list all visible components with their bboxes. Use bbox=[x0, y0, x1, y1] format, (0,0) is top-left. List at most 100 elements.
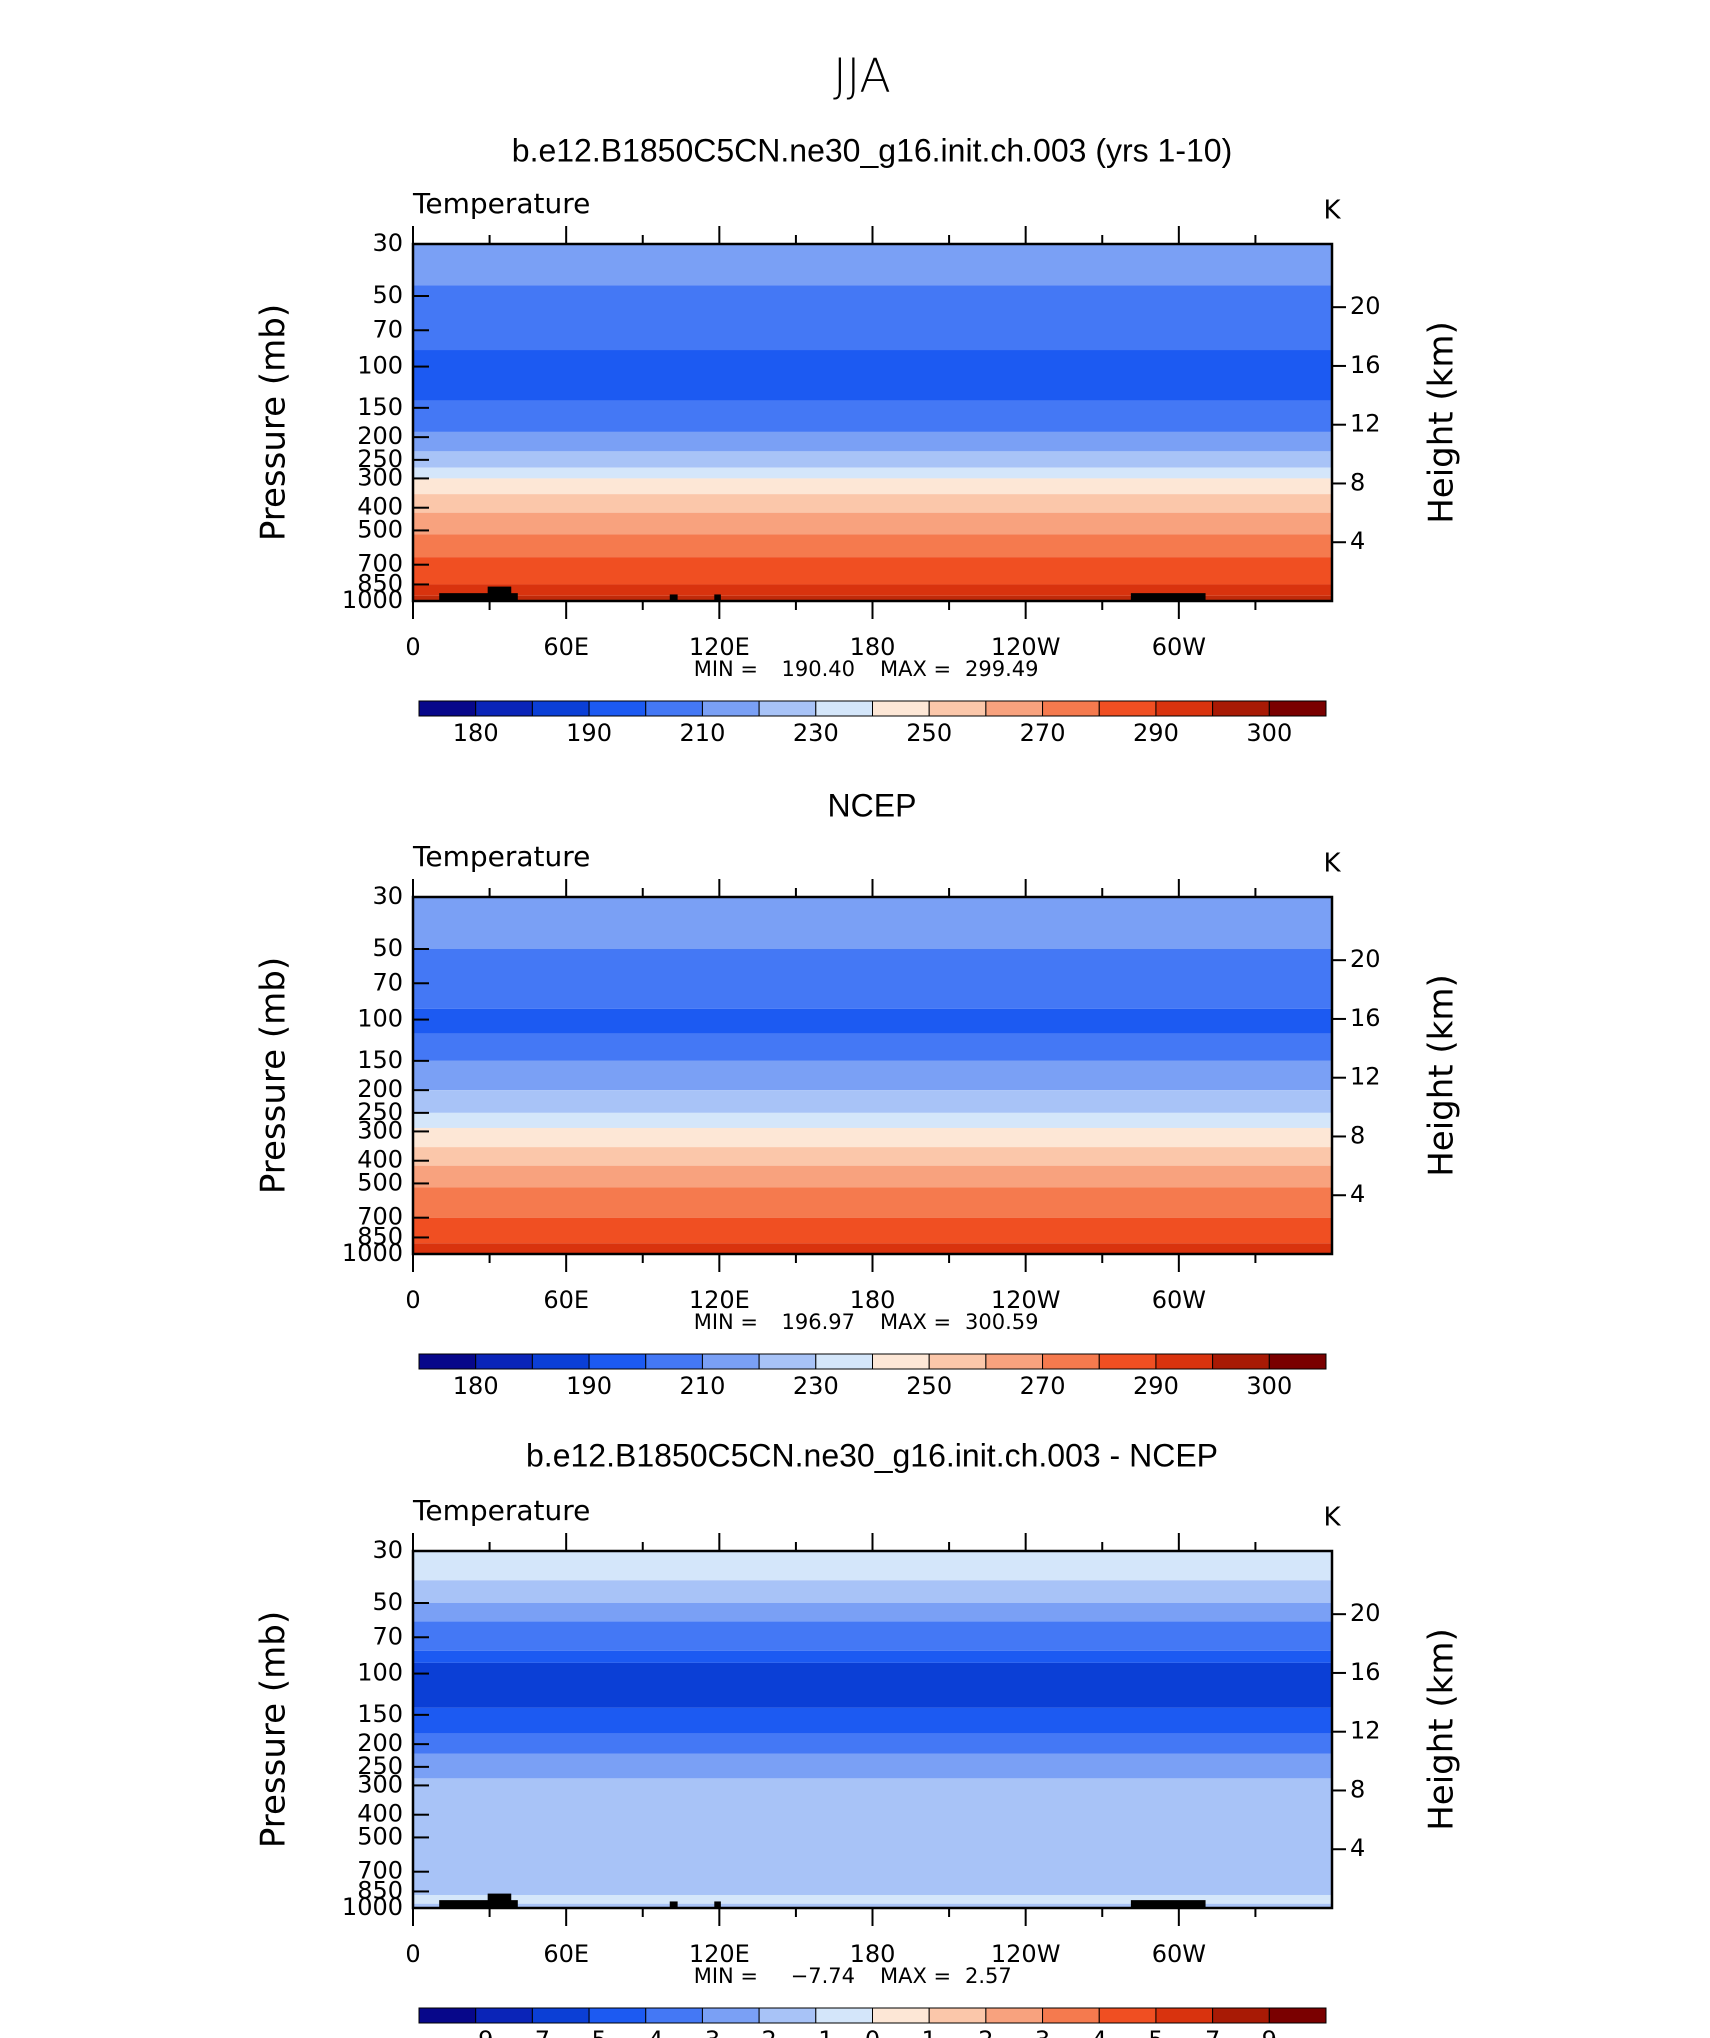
colorbar-box bbox=[475, 2007, 533, 2024]
y-tick-label: 250 bbox=[357, 445, 403, 473]
x-tick-label: 60W bbox=[1152, 1286, 1206, 1314]
colorbar-label: 1 bbox=[922, 2026, 937, 2038]
y-tick-label: 850 bbox=[357, 569, 403, 597]
colorbar-box bbox=[475, 700, 533, 717]
contour-band bbox=[413, 1778, 1332, 1908]
panel-subtitle: Temperature bbox=[412, 1494, 590, 1527]
units: K bbox=[1323, 196, 1341, 226]
colorbar-label: 270 bbox=[1020, 719, 1066, 747]
colorbar-label: −2 bbox=[741, 2026, 776, 2038]
units: K bbox=[1323, 849, 1341, 879]
y-tick-label: 700 bbox=[357, 550, 403, 578]
y-tick-label: 300 bbox=[357, 1116, 403, 1144]
colorbar-box bbox=[1268, 2007, 1327, 2024]
y-axis-label: Pressure (mb) bbox=[254, 957, 294, 1194]
x-tick-label: 120W bbox=[991, 1940, 1061, 1968]
units: K bbox=[1323, 1503, 1341, 1533]
colorbar-box bbox=[872, 1353, 930, 1370]
contour-band bbox=[413, 467, 1332, 479]
colorbar-box bbox=[645, 2007, 703, 2024]
colorbar-box bbox=[1098, 700, 1157, 717]
colorbar-label: 9 bbox=[1262, 2026, 1277, 2038]
colorbar-box bbox=[701, 1353, 760, 1370]
topography-mask bbox=[714, 594, 721, 601]
colorbar-box bbox=[645, 700, 703, 717]
colorbar-label: 290 bbox=[1133, 719, 1179, 747]
topography-mask bbox=[1130, 1900, 1206, 1908]
y-tick-label: 500 bbox=[357, 1168, 403, 1196]
contour-band bbox=[413, 1127, 1332, 1148]
y-tick-label: 850 bbox=[357, 1876, 403, 1904]
min-value: −7.74 bbox=[791, 1964, 855, 1988]
contour-band bbox=[413, 1090, 1332, 1113]
colorbar-box bbox=[1268, 700, 1327, 717]
contour-band bbox=[413, 285, 1332, 351]
x-tick-label: 120W bbox=[991, 633, 1061, 661]
colorbar-box bbox=[985, 700, 1044, 717]
colorbar-box bbox=[815, 1353, 873, 1370]
contour-band bbox=[413, 431, 1332, 452]
colorbar-label: 230 bbox=[793, 1372, 839, 1400]
y-tick-label: 250 bbox=[357, 1098, 403, 1126]
x-tick-label: 120E bbox=[689, 633, 750, 661]
colorbar-box bbox=[1212, 700, 1270, 717]
min-name: MIN = bbox=[694, 1310, 758, 1334]
x-tick-label: 0 bbox=[405, 1940, 420, 1968]
colorbar-box bbox=[1155, 1353, 1214, 1370]
colorbar-label: 300 bbox=[1246, 1372, 1292, 1400]
y-axis-label: Pressure (mb) bbox=[254, 1611, 294, 1848]
colorbar-box bbox=[645, 1353, 703, 1370]
y-tick-label: 500 bbox=[357, 515, 403, 543]
colorbar-label: 0 bbox=[865, 2026, 880, 2038]
contour-band bbox=[413, 1733, 1332, 1754]
colorbar-box bbox=[1212, 1353, 1270, 1370]
colorbar-box bbox=[701, 700, 760, 717]
colorbar-box bbox=[418, 2007, 477, 2024]
max-name: MAX = bbox=[880, 1964, 951, 1988]
colorbar-label: 180 bbox=[453, 719, 499, 747]
contour-band bbox=[413, 897, 1332, 950]
colorbar-label: 270 bbox=[1020, 1372, 1066, 1400]
topography-mask bbox=[669, 1901, 678, 1908]
x-tick-label: 60E bbox=[543, 1940, 589, 1968]
contour-band bbox=[413, 1603, 1332, 1622]
contour-band bbox=[413, 595, 1332, 601]
min-value: 196.97 bbox=[782, 1310, 855, 1334]
y-tick-label: 1000 bbox=[342, 586, 403, 614]
panel-subtitle: Temperature bbox=[412, 187, 590, 220]
x-tick-label: 120E bbox=[689, 1286, 750, 1314]
colorbar-label: 250 bbox=[906, 719, 952, 747]
colorbar-label: 3 bbox=[1035, 2026, 1050, 2038]
y-tick-label: 30 bbox=[372, 882, 403, 910]
contour-band bbox=[413, 1187, 1332, 1218]
colorbar-box bbox=[588, 2007, 647, 2024]
contour-band bbox=[413, 512, 1332, 535]
contour-band bbox=[413, 244, 1332, 286]
topography-mask bbox=[669, 594, 678, 601]
y2-tick-label: 20 bbox=[1350, 292, 1381, 320]
panel-title: NCEP bbox=[828, 787, 917, 823]
colorbar-label: −5 bbox=[571, 2026, 606, 2038]
contour-band bbox=[413, 400, 1332, 432]
contour-band bbox=[413, 1621, 1332, 1651]
contour-band bbox=[413, 1147, 1332, 1166]
y-tick-label: 300 bbox=[357, 463, 403, 491]
topography-mask bbox=[439, 593, 518, 601]
y-tick-label: 70 bbox=[372, 968, 403, 996]
y-tick-label: 100 bbox=[357, 1005, 403, 1033]
x-tick-label: 0 bbox=[405, 633, 420, 661]
x-tick-label: 120E bbox=[689, 1940, 750, 1968]
colorbar-box bbox=[872, 2007, 930, 2024]
y2-tick-label: 4 bbox=[1350, 1834, 1365, 1862]
y-tick-label: 850 bbox=[357, 1222, 403, 1250]
y-tick-label: 700 bbox=[357, 1857, 403, 1885]
y-tick-label: 400 bbox=[357, 1146, 403, 1174]
y-tick-label: 700 bbox=[357, 1203, 403, 1231]
y-tick-label: 100 bbox=[357, 1659, 403, 1687]
colorbar-label: 190 bbox=[566, 1372, 612, 1400]
panel-subtitle: Temperature bbox=[412, 840, 590, 873]
colorbar-label: 230 bbox=[793, 719, 839, 747]
topography-mask bbox=[1130, 593, 1206, 601]
y2-tick-label: 8 bbox=[1350, 1121, 1365, 1149]
colorbar-label: −4 bbox=[628, 2026, 663, 2038]
